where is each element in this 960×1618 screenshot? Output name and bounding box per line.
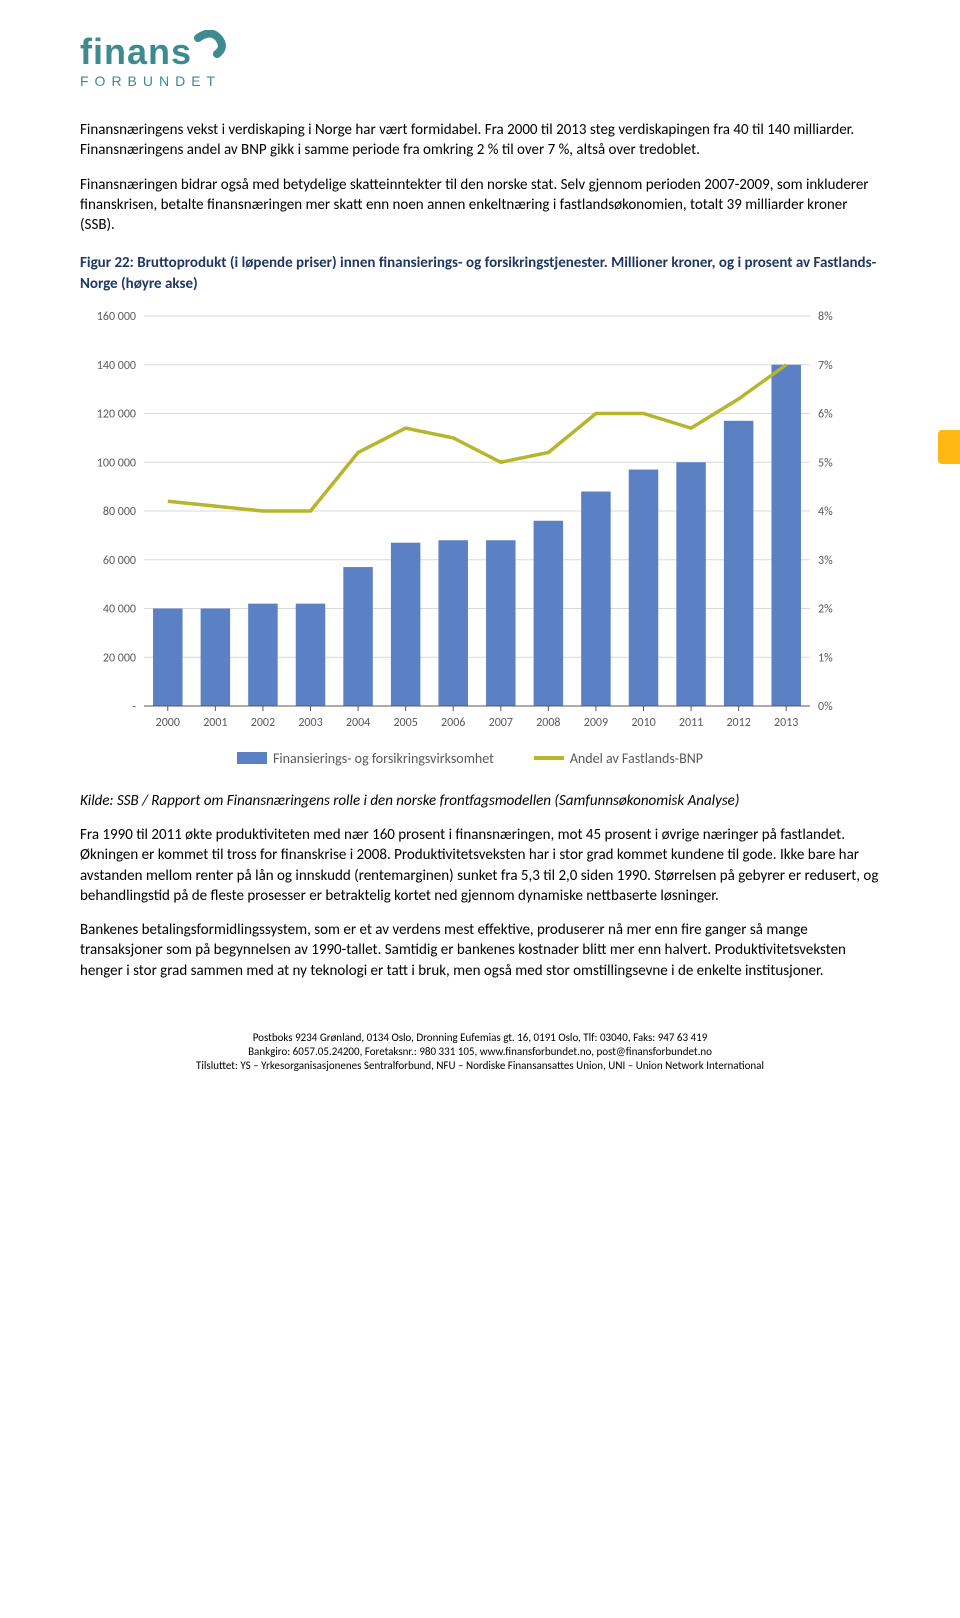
svg-text:2002: 2002 (251, 716, 275, 730)
svg-text:2003: 2003 (298, 716, 322, 730)
svg-text:140 000: 140 000 (97, 359, 136, 373)
page-footer: Postboks 9234 Grønland, 0134 Oslo, Dronn… (80, 1031, 880, 1074)
legend-swatch-bar (237, 752, 267, 764)
page: finans FORBUNDET Finansnæringens vekst i… (0, 0, 960, 1114)
footer-line-3: Tilsluttet: YS – Yrkesorganisasjonenes S… (80, 1059, 880, 1073)
legend-bar: Finansierings- og forsikringsvirksomhet (237, 750, 494, 767)
svg-text:120 000: 120 000 (97, 407, 136, 421)
paragraph-1: Finansnæringens vekst i verdiskaping i N… (80, 120, 880, 161)
logo: finans FORBUNDET (80, 30, 880, 96)
svg-text:2009: 2009 (584, 716, 608, 730)
svg-text:4%: 4% (818, 505, 833, 519)
svg-text:2013: 2013 (774, 716, 798, 730)
svg-text:2001: 2001 (203, 716, 227, 730)
svg-text:2007: 2007 (489, 716, 513, 730)
legend-swatch-line (534, 756, 564, 760)
svg-text:finans: finans (80, 31, 192, 72)
side-badge (938, 430, 960, 464)
paragraph-2: Finansnæringen bidrar også med betydelig… (80, 175, 880, 236)
chart-svg: - 20 000 40 000 60 000 80 000 100 000 120 000 1… (80, 304, 860, 744)
svg-text:7%: 7% (818, 359, 833, 373)
svg-text:-: - (132, 700, 136, 714)
chart-title: Figur 22: Bruttoprodukt (i løpende prise… (80, 253, 880, 294)
svg-text:1%: 1% (818, 651, 833, 665)
svg-text:2000: 2000 (156, 716, 180, 730)
footer-line-2: Bankgiro: 6057.05.24200, Foretaksnr.: 98… (80, 1045, 880, 1059)
paragraph-4: Bankenes betalingsformidlingssystem, som… (80, 920, 880, 981)
source-line: Kilde: SSB / Rapport om Finansnæringens … (80, 791, 880, 811)
svg-text:6%: 6% (818, 407, 833, 421)
svg-text:8%: 8% (818, 310, 833, 324)
paragraph-3: Fra 1990 til 2011 økte produktiviteten m… (80, 825, 880, 906)
svg-text:160 000: 160 000 (97, 310, 136, 324)
svg-text:100 000: 100 000 (97, 456, 136, 470)
svg-text:0%: 0% (818, 700, 833, 714)
svg-text:2012: 2012 (726, 716, 750, 730)
footer-line-1: Postboks 9234 Grønland, 0134 Oslo, Dronn… (80, 1031, 880, 1045)
svg-text:FORBUNDET: FORBUNDET (80, 73, 221, 89)
svg-text:2006: 2006 (441, 716, 465, 730)
svg-text:5%: 5% (818, 456, 833, 470)
svg-text:2%: 2% (818, 602, 833, 616)
svg-text:40 000: 40 000 (103, 602, 136, 616)
svg-text:60 000: 60 000 (103, 554, 136, 568)
svg-text:3%: 3% (818, 554, 833, 568)
svg-text:20 000: 20 000 (103, 651, 136, 665)
chart-legend: Finansierings- og forsikringsvirksomhet … (80, 750, 860, 767)
legend-line: Andel av Fastlands-BNP (534, 750, 703, 767)
svg-text:80 000: 80 000 (103, 505, 136, 519)
svg-text:2010: 2010 (631, 716, 655, 730)
legend-line-label: Andel av Fastlands-BNP (570, 750, 703, 767)
svg-text:2011: 2011 (679, 716, 703, 730)
chart-figure: - 20 000 40 000 60 000 80 000 100 000 120 000 1… (80, 304, 860, 767)
svg-text:2004: 2004 (346, 716, 370, 730)
svg-text:2005: 2005 (393, 716, 417, 730)
svg-text:2008: 2008 (536, 716, 560, 730)
legend-bar-label: Finansierings- og forsikringsvirksomhet (273, 750, 494, 767)
